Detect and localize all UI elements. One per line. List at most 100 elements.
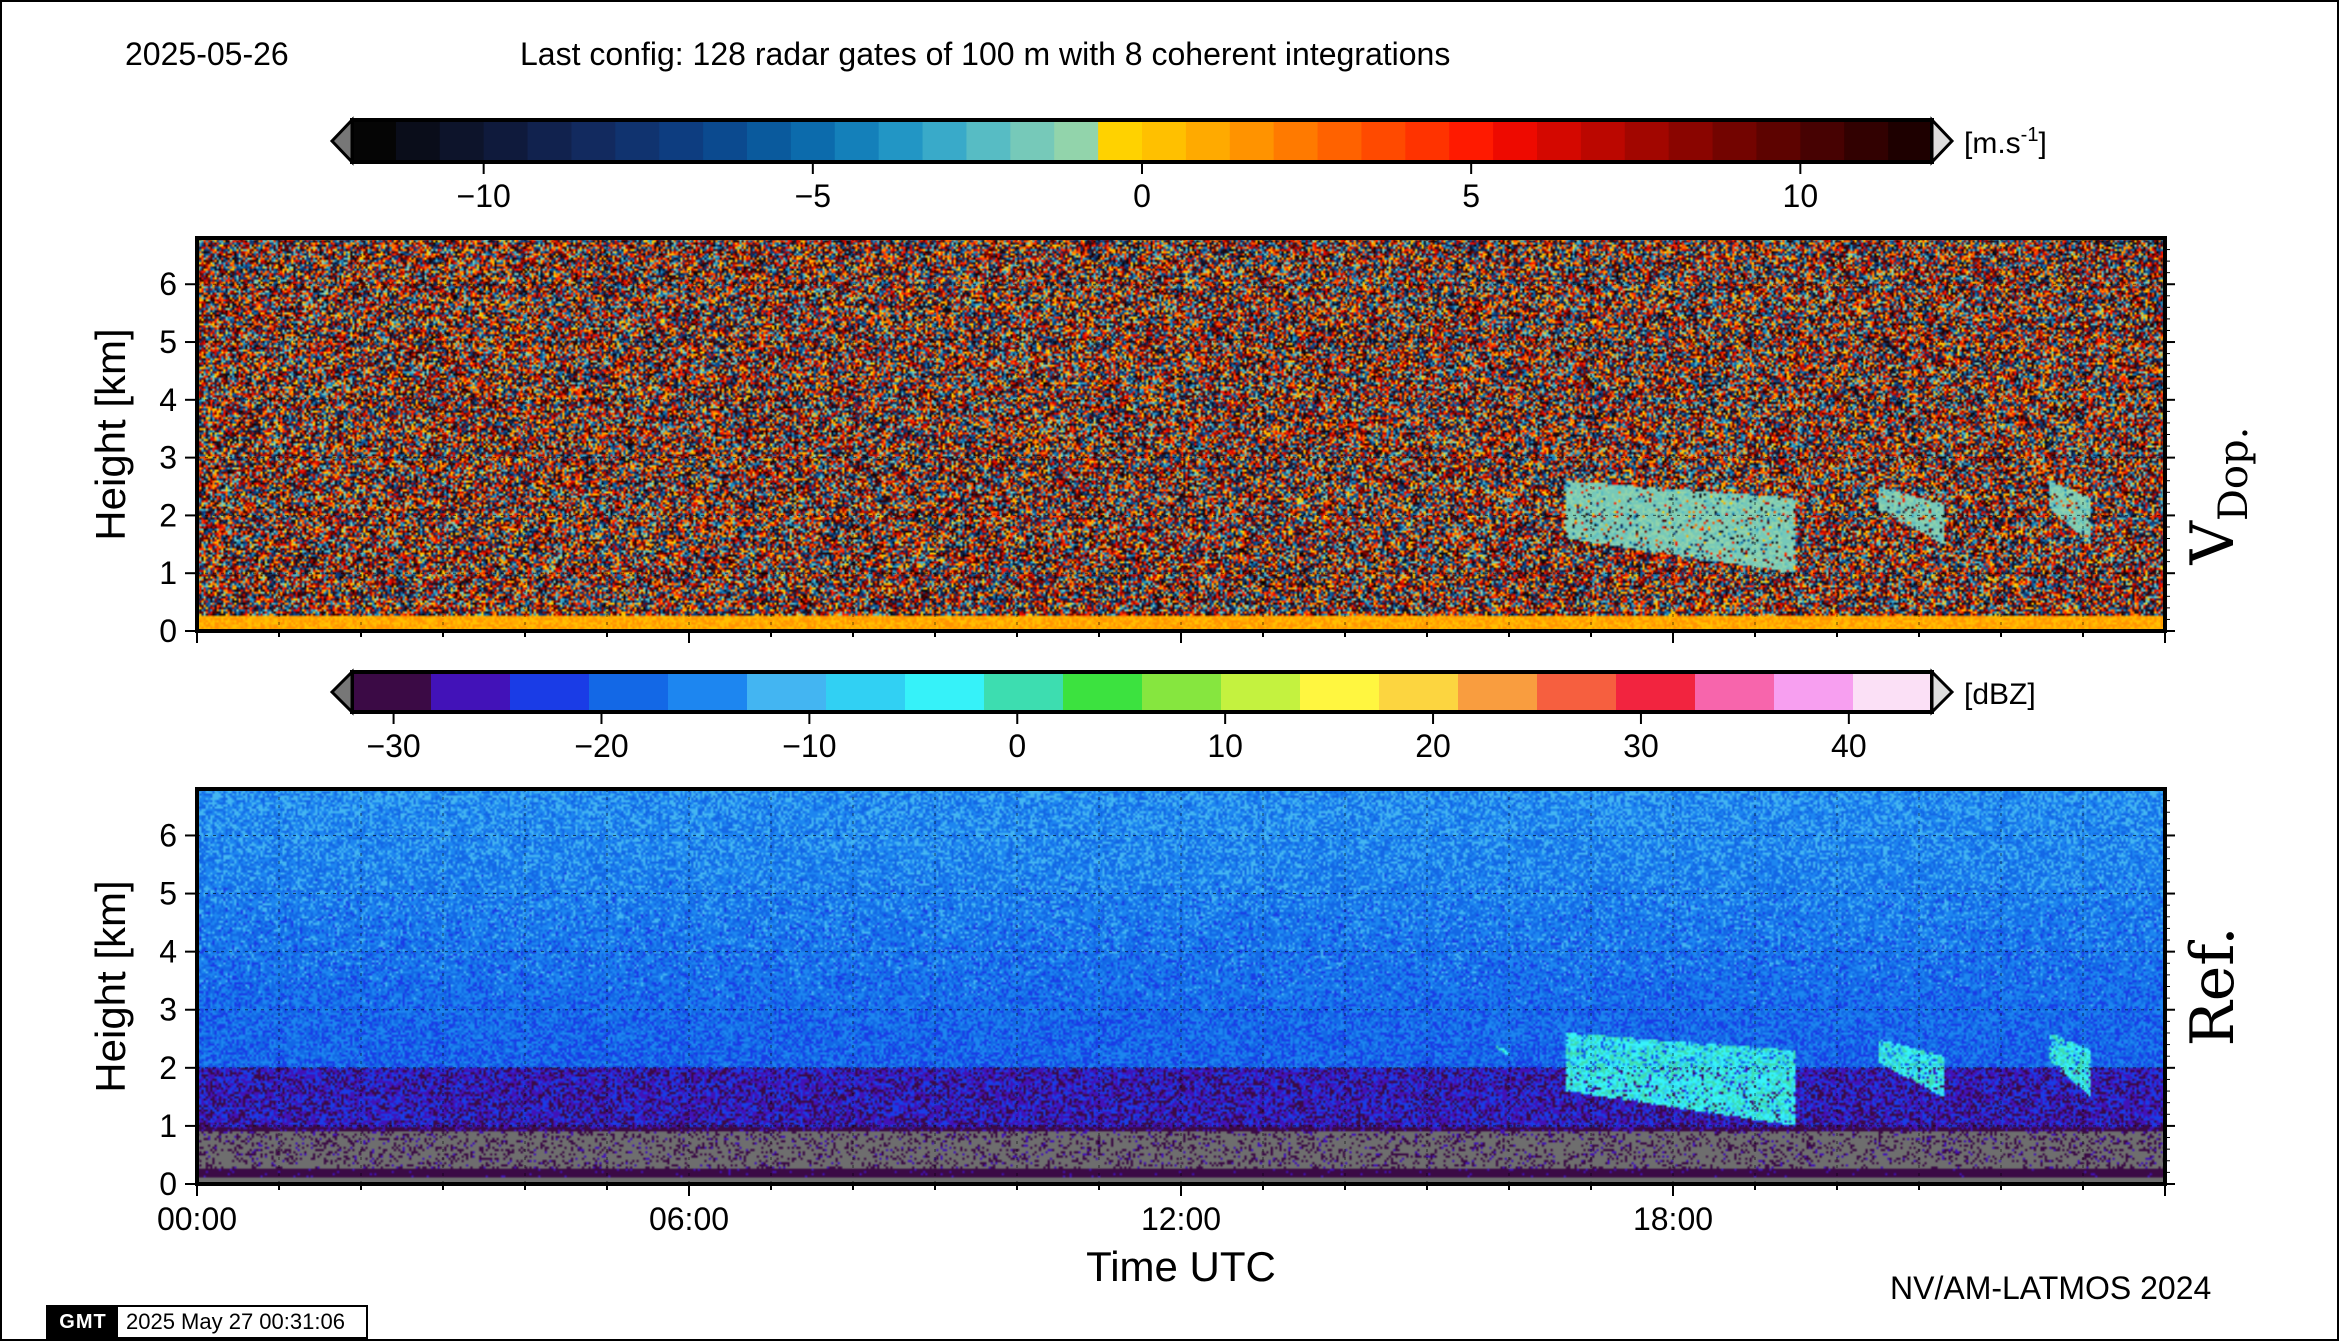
colorbar-swatch [747, 672, 827, 712]
y-tick-label: 5 [159, 324, 177, 360]
colorbar-swatch [1221, 672, 1301, 712]
colorbar-swatch [1010, 120, 1055, 162]
x-tick-label: 00:00 [157, 1201, 237, 1237]
colorbar-tick-label: −10 [457, 178, 511, 214]
colorbar-swatch [834, 120, 880, 162]
y-tick-label: 3 [159, 440, 177, 476]
colorbar-swatch [1537, 120, 1582, 162]
x-tick-label: 18:00 [1633, 1201, 1713, 1237]
colorbar-low-arrow [329, 116, 354, 166]
reflectivity-panel: 0 1 2 3 4 5 6 Height [km] Ref. 00:00 06:00 12:00 18:… [87, 787, 2248, 1290]
date-label: 2025-05-26 [125, 36, 289, 72]
colorbar-swatch [1493, 120, 1538, 162]
colorbar-swatch [439, 120, 485, 162]
y-tick-label: 0 [159, 613, 177, 649]
colorbar-swatch [966, 120, 1011, 162]
config-label: Last config: 128 radar gates of 100 m wi… [520, 36, 1451, 72]
colorbar-swatch [1317, 120, 1363, 162]
reflectivity-colorbar: −30 −20 −10 0 10 20 30 40 [dBZ] [329, 668, 2036, 764]
colorbar-unit: [dBZ] [1964, 678, 2036, 711]
colorbar-swatch [395, 120, 441, 162]
colorbar-swatch [747, 120, 792, 162]
colorbar-low-arrow [329, 668, 354, 716]
y-tick-label: 6 [159, 266, 177, 302]
colorbar-swatch [527, 120, 573, 162]
colorbar-swatch [1229, 120, 1275, 162]
colorbar-swatch [905, 672, 985, 712]
colorbar-swatch [790, 120, 836, 162]
colorbar-tick-label: 10 [1207, 728, 1243, 764]
y-tick-label: 6 [159, 817, 177, 853]
colorbar-swatch [659, 120, 704, 162]
colorbar-swatch [615, 120, 660, 162]
colorbar-swatch [1185, 120, 1231, 162]
colorbar-swatch [571, 120, 616, 162]
colorbar-tick-label: 30 [1623, 728, 1659, 764]
x-tick-label: 06:00 [649, 1201, 729, 1237]
y-tick-label: 1 [159, 1108, 177, 1144]
colorbar-swatch [878, 120, 924, 162]
colorbar-swatch [1449, 120, 1494, 162]
colorbar-swatch [1273, 120, 1319, 162]
colorbar-swatch [1774, 672, 1854, 712]
doppler-velocity-panel: 0 1 2 3 4 5 6 Height [km] VDop. [87, 236, 2257, 649]
colorbar-swatch [1695, 672, 1775, 712]
x-axis-label: Time UTC [1086, 1243, 1276, 1290]
colorbar-swatch [352, 672, 432, 712]
colorbar-swatch [1844, 120, 1889, 162]
colorbar-tick-label: 0 [1133, 178, 1151, 214]
colorbar-swatch [826, 672, 906, 712]
colorbar-tick-label: −20 [574, 728, 628, 764]
colorbar-high-arrow [1930, 668, 1955, 716]
y-axis-label: Height [km] [87, 328, 134, 540]
colorbar-tick-label: 40 [1831, 728, 1867, 764]
y-tick-label: 3 [159, 992, 177, 1028]
gmt-timestamp: GMT 2025 May 27 00:31:06 [46, 1305, 368, 1339]
gmt-timestamp-text: 2025 May 27 00:31:06 [126, 1309, 345, 1334]
y-tick-label: 1 [159, 555, 177, 591]
colorbar-swatch [1853, 672, 1933, 712]
colorbar-swatch [483, 120, 529, 162]
colorbar-tick-label: −30 [366, 728, 420, 764]
colorbar-high-arrow [1930, 116, 1955, 166]
colorbar-tick-label: 10 [1783, 178, 1819, 214]
colorbar-swatch [431, 672, 511, 712]
colorbar-swatch [668, 672, 748, 712]
colorbar-swatch [1142, 120, 1187, 162]
colorbar-swatch [1756, 120, 1801, 162]
colorbar-swatch [703, 120, 748, 162]
panel-label: Ref. [2178, 927, 2248, 1047]
colorbar-tick-label: 0 [1008, 728, 1026, 764]
y-tick-label: 4 [159, 934, 177, 970]
colorbar-swatch [984, 672, 1064, 712]
colorbar-swatch [1098, 120, 1143, 162]
colorbar-swatch [922, 120, 968, 162]
y-tick-label: 2 [159, 497, 177, 533]
heatmap-image [197, 789, 2165, 1184]
colorbar-swatch [1888, 120, 1933, 162]
colorbar-swatch [1458, 672, 1538, 712]
colorbar-swatch [1361, 120, 1406, 162]
colorbar-swatch [1624, 120, 1670, 162]
y-tick-label: 0 [159, 1166, 177, 1202]
credit-label: NV/AM-LATMOS 2024 [1890, 1270, 2212, 1306]
colorbar-swatch [1142, 672, 1222, 712]
panel-label: VDop. [2178, 427, 2257, 566]
colorbar-swatch [352, 120, 397, 162]
colorbar-swatch [1580, 120, 1626, 162]
y-tick-label: 4 [159, 382, 177, 418]
colorbar-swatch [1712, 120, 1758, 162]
colorbar-swatch [1537, 672, 1617, 712]
colorbar-swatch [1300, 672, 1380, 712]
colorbar-tick-label: −10 [782, 728, 836, 764]
colorbar-swatch [1616, 672, 1696, 712]
y-axis-label: Height [km] [87, 880, 134, 1092]
colorbar-swatch [1800, 120, 1845, 162]
y-tick-label: 2 [159, 1050, 177, 1086]
colorbar-swatch [1668, 120, 1714, 162]
colorbar-unit: [m.s-1] [1964, 124, 2047, 160]
colorbar-swatch [1054, 120, 1099, 162]
colorbar-swatch [589, 672, 669, 712]
